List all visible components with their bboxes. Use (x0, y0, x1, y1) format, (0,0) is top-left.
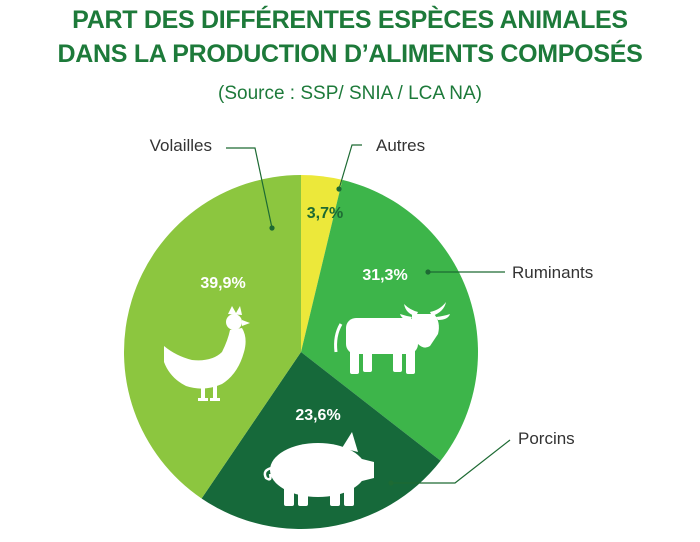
category-label-ruminants: Ruminants (512, 263, 593, 282)
leader-dot-ruminants (425, 269, 431, 275)
leader-dot-porcins (388, 480, 394, 486)
slice-label-porcins: 23,6% (295, 407, 340, 424)
category-label-volailles: Volailles (150, 136, 212, 155)
leader-line-volailles (226, 147, 273, 229)
pie-slice-porcins (201, 352, 441, 529)
chart-title-line-1: PART DES DIFFÉRENTES ESPÈCES ANIMALES (72, 6, 628, 34)
slice-label-ruminants: 31,3% (362, 267, 407, 284)
chart-source: (Source : SSP/ SNIA / LCA NA) (218, 83, 482, 104)
leader-line-autres (338, 144, 362, 190)
slice-label-volailles: 39,9% (200, 275, 245, 292)
pig-icon (263, 432, 374, 506)
leader-dot-volailles (269, 225, 275, 231)
chart-title-line-2: DANS LA PRODUCTION D’ALIMENTS COMPOSÉS (57, 40, 643, 68)
pie-slice-autres (301, 175, 343, 352)
cow-icon (334, 302, 450, 374)
category-label-porcins: Porcins (518, 429, 575, 448)
slice-label-autres: 3,7% (307, 205, 343, 222)
chicken-icon (164, 306, 250, 401)
leader-dot-autres (336, 186, 342, 192)
pie-slice-volailles (123, 175, 301, 499)
category-label-autres: Autres (376, 136, 425, 155)
leader-line-porcins (391, 439, 511, 484)
